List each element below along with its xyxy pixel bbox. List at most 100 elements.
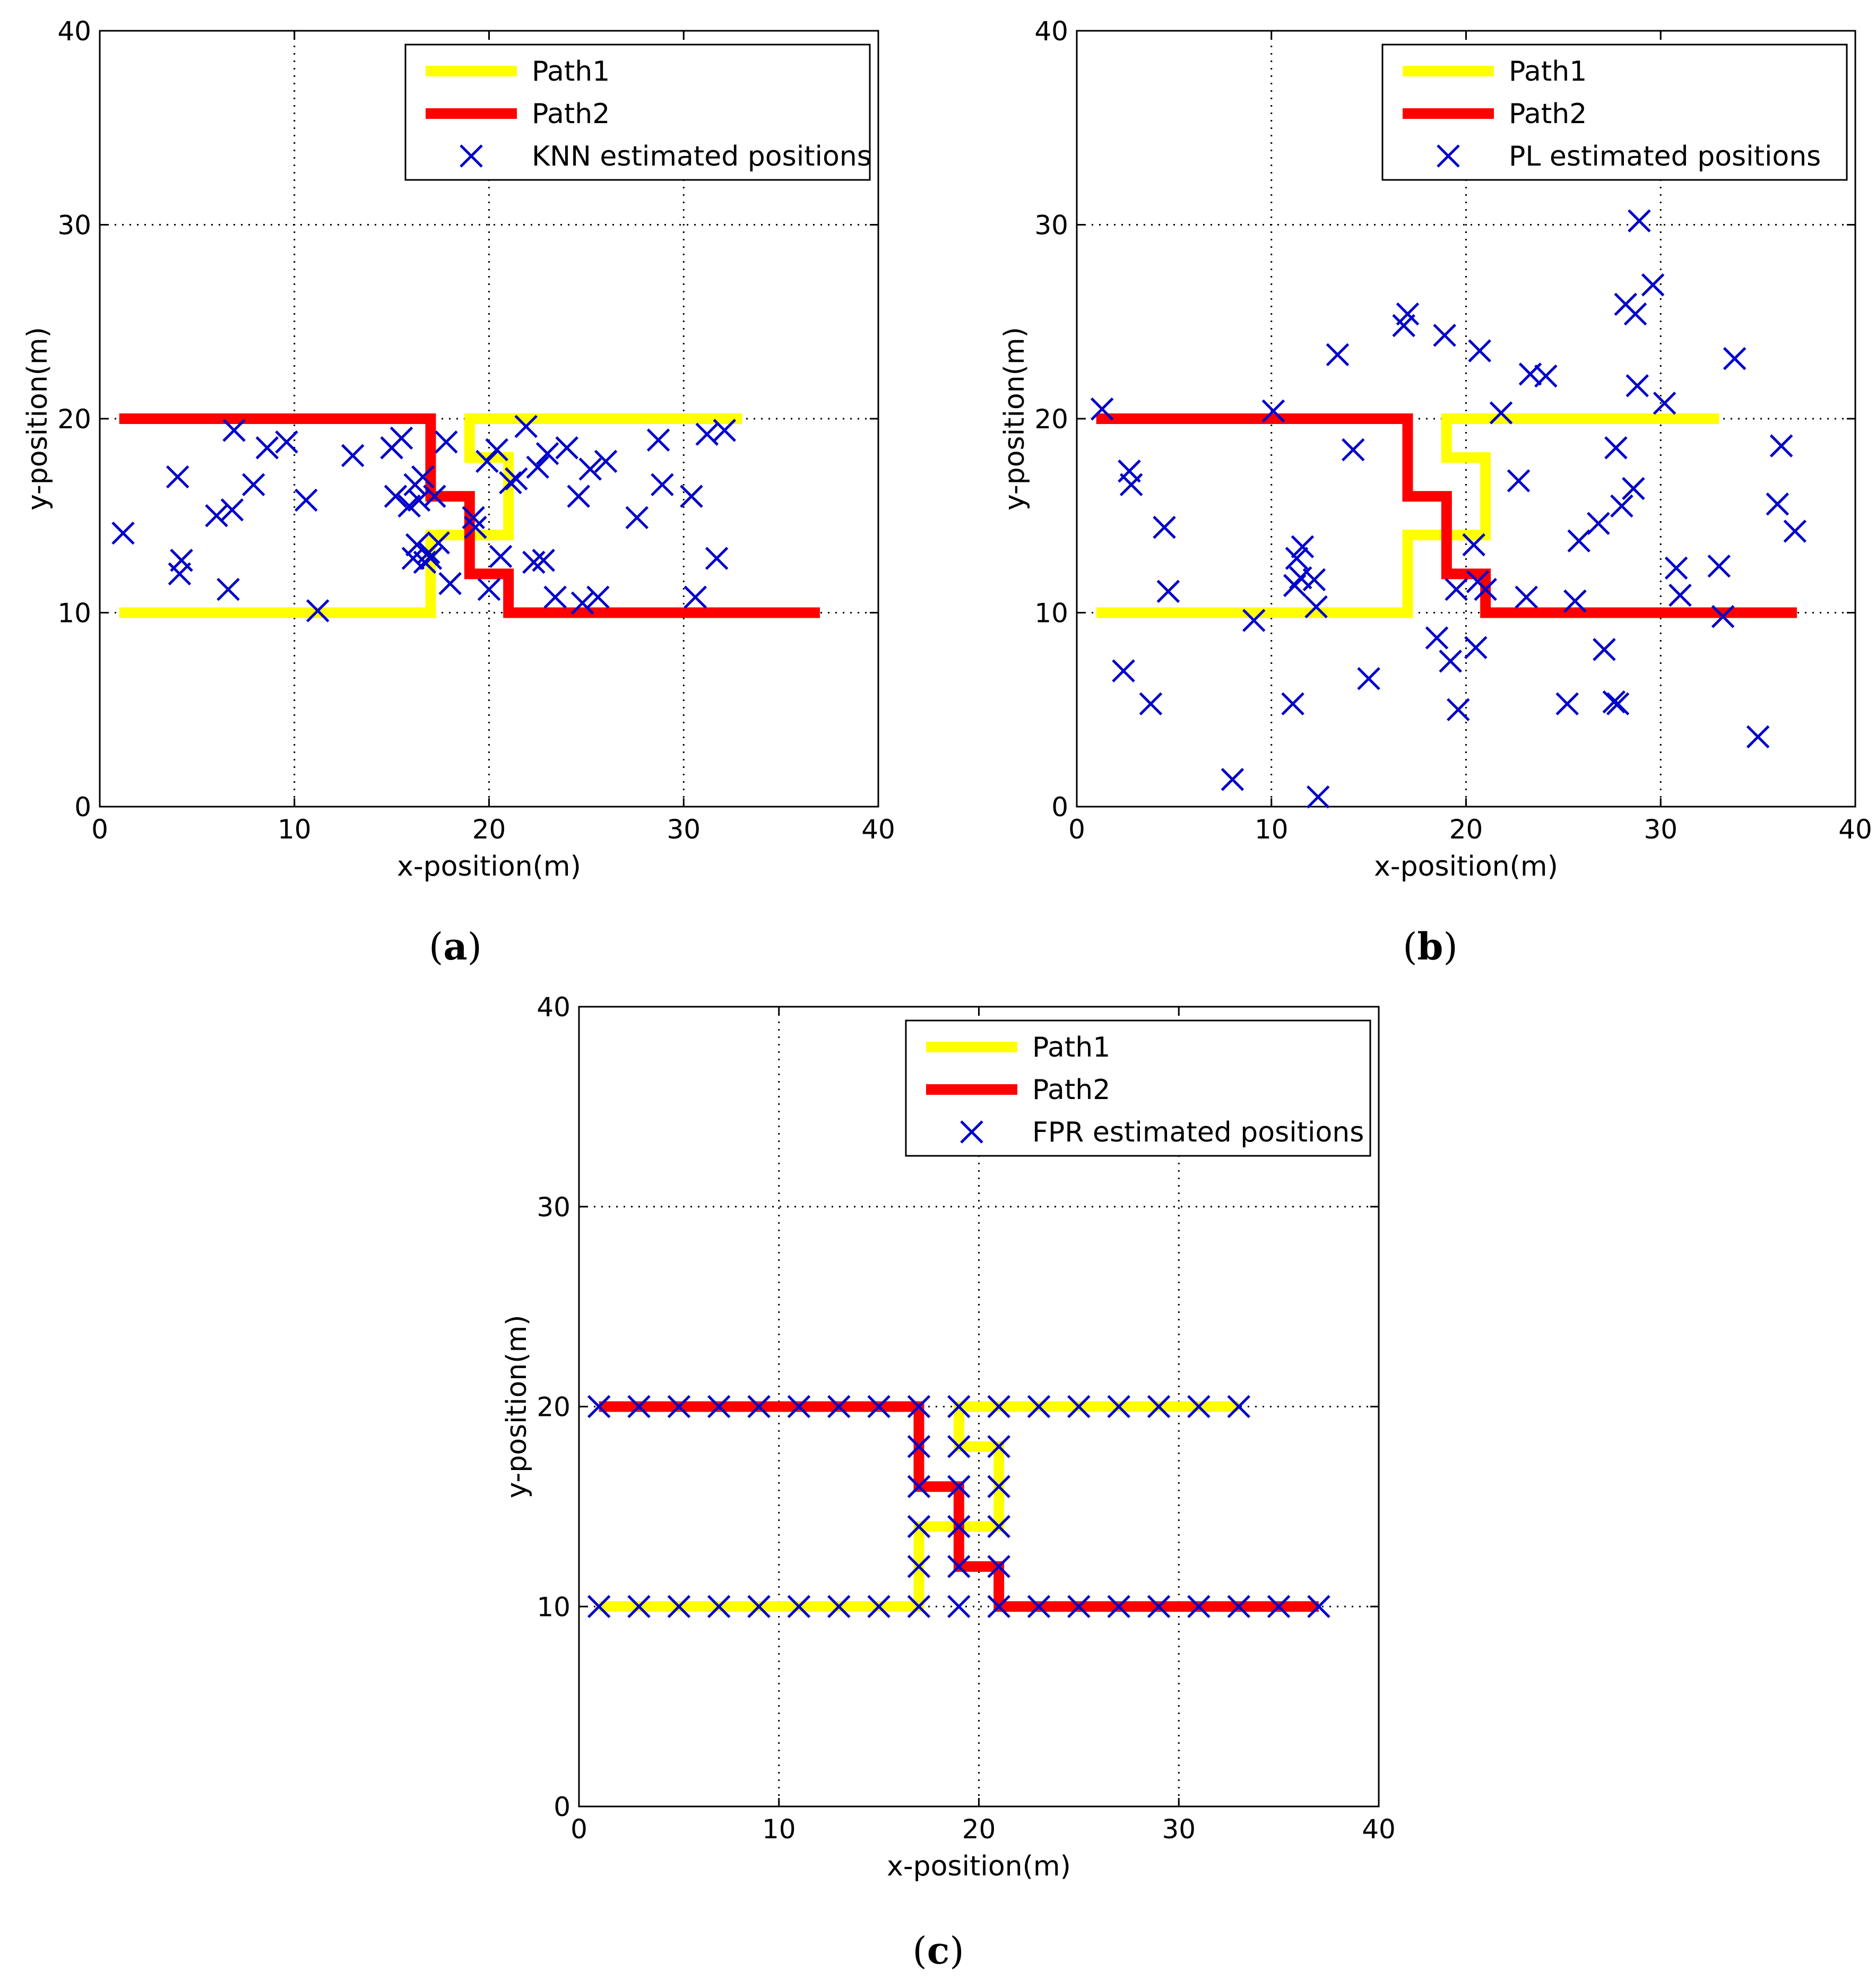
estimated-position-marker [499, 471, 522, 495]
estimated-position-marker [1187, 1595, 1211, 1619]
legend-label: FPR estimated positions [1032, 1117, 1364, 1148]
estimated-position-marker [987, 1395, 1010, 1419]
x-axis-label: x-position(m) [397, 851, 581, 883]
estimated-position-marker [867, 1395, 891, 1419]
estimated-position-marker [907, 1475, 931, 1498]
estimated-position-marker [1769, 434, 1793, 457]
estimated-position-marker [1027, 1595, 1051, 1619]
estimated-position-marker [827, 1595, 851, 1619]
estimated-position-marker [1357, 667, 1380, 690]
x-tick-label: 40 [1838, 814, 1872, 845]
estimated-position-marker [707, 1395, 731, 1419]
legend-label: KNN estimated positions [532, 141, 871, 172]
estimated-position-marker [1623, 302, 1647, 326]
legend-label: Path2 [1032, 1074, 1110, 1106]
estimated-position-marker [1147, 1395, 1171, 1419]
estimated-position-marker [438, 572, 462, 595]
estimated-position-markers [111, 414, 737, 622]
estimated-position-marker [1468, 339, 1491, 362]
estimated-position-marker [543, 585, 567, 609]
caption-c: (c) [912, 1929, 964, 1973]
estimated-position-marker [306, 599, 330, 622]
estimated-position-marker [1464, 636, 1488, 660]
estimated-position-marker [1628, 209, 1651, 232]
estimated-position-marker [570, 591, 594, 615]
estimated-position-marker [255, 436, 279, 460]
y-tick-label: 40 [537, 992, 570, 1023]
estimated-position-marker [1507, 469, 1531, 492]
estimated-position-marker [987, 1555, 1010, 1578]
estimated-position-marker [947, 1435, 971, 1458]
estimated-position-marker [1707, 555, 1731, 578]
estimated-position-marker [111, 521, 135, 545]
panel-b: 0 10 20 30 40 0 10 20 30 40 x-position(m) y-positio… [999, 16, 1872, 883]
estimated-position-marker [827, 1395, 851, 1419]
estimated-position-marker [1107, 1595, 1130, 1619]
estimated-position-marker [522, 550, 546, 574]
x-tick-label: 0 [570, 1814, 587, 1845]
x-tick-label: 20 [962, 1814, 996, 1845]
estimated-position-marker [787, 1395, 811, 1419]
caption-letter-b: b [1417, 924, 1443, 969]
estimated-position-marker [594, 449, 618, 473]
estimated-position-marker [1447, 698, 1470, 722]
estimated-position-marker [1119, 473, 1143, 497]
estimated-position-marker [1515, 585, 1538, 609]
estimated-position-marker [578, 457, 602, 481]
x-tick-label: 40 [1362, 1814, 1396, 1845]
caption-b: (b) [1403, 924, 1458, 969]
estimated-position-marker [1766, 492, 1789, 516]
estimated-position-marker [526, 455, 549, 479]
estimated-position-marker [1433, 324, 1456, 347]
estimated-position-marker [1242, 609, 1266, 632]
estimated-position-marker [707, 1595, 731, 1619]
y-axis-label: y-position(m) [501, 1315, 533, 1499]
caption-letter-a: a [443, 924, 467, 969]
estimated-position-markers [1090, 209, 1807, 809]
estimated-position-marker [587, 1395, 611, 1419]
estimated-position-marker [1027, 1395, 1051, 1419]
x-tick-label: 10 [1255, 814, 1289, 845]
estimated-position-marker [1445, 577, 1468, 601]
estimated-position-marker [423, 485, 446, 508]
x-axis-label: x-position(m) [1374, 851, 1558, 883]
estimated-position-marker [625, 506, 649, 530]
y-tick-label: 40 [1034, 16, 1068, 47]
estimated-position-marker [1668, 583, 1692, 607]
y-axis-label: y-position(m) [22, 327, 54, 511]
estimated-position-marker [485, 438, 508, 462]
y-tick-label: 0 [1051, 792, 1068, 823]
x-tick-label: 10 [762, 1814, 796, 1845]
caption-a: (a) [429, 924, 482, 969]
series-line-path1 [119, 413, 742, 618]
estimated-position-marker [1711, 605, 1735, 628]
estimated-position-marker [667, 1595, 691, 1619]
estimated-position-marker [947, 1555, 971, 1578]
estimated-position-marker [1326, 343, 1350, 367]
y-tick-label: 20 [1034, 404, 1068, 435]
estimated-position-marker [1555, 692, 1579, 716]
estimated-position-marker [1604, 436, 1628, 460]
estimated-position-marker [1267, 1595, 1291, 1619]
x-tick-label: 10 [278, 814, 312, 845]
estimated-position-marker [555, 436, 578, 460]
estimated-position-marker [1227, 1395, 1251, 1419]
x-tick-label: 40 [861, 814, 895, 845]
estimated-position-marker [1723, 347, 1747, 370]
estimated-position-marker [1153, 515, 1176, 539]
estimated-position-marker [1156, 580, 1180, 603]
legend-label: Path2 [532, 98, 610, 130]
estimated-position-marker [1563, 589, 1587, 613]
y-tick-label: 10 [537, 1592, 570, 1622]
y-tick-label: 20 [537, 1392, 570, 1423]
estimated-position-marker [275, 430, 298, 454]
estimated-position-marker [667, 1395, 691, 1419]
estimated-position-marker [987, 1475, 1010, 1498]
x-tick-label: 0 [1068, 814, 1085, 845]
series-line-path2 [1096, 413, 1797, 618]
panel-c: 0 10 20 30 40 0 10 20 30 40 x-position(m) y-positio… [501, 992, 1396, 1882]
estimated-position-marker [464, 515, 487, 539]
x-axis-label: x-position(m) [887, 1851, 1071, 1882]
estimated-position-marker [222, 419, 246, 442]
estimated-position-marker [1783, 520, 1807, 543]
